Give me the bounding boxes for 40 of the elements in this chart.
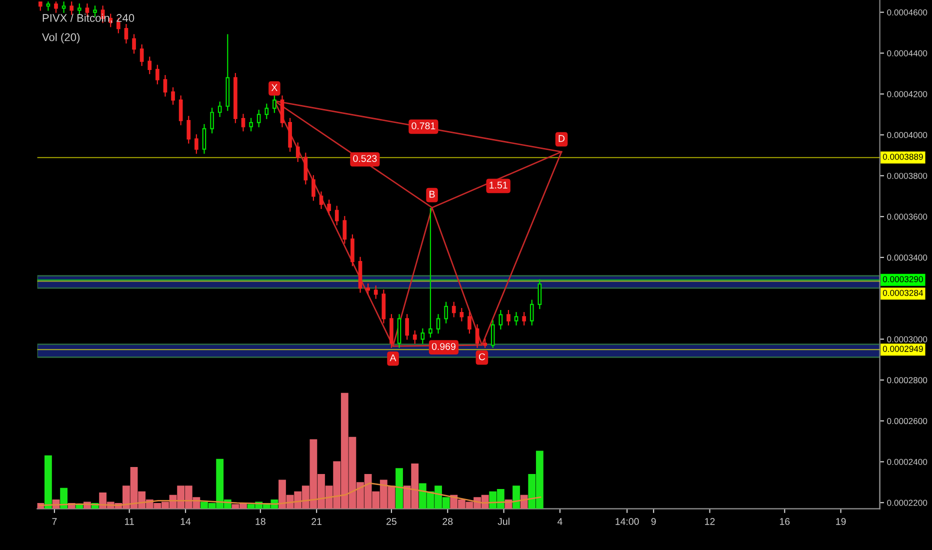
x-tick-label: Jul (498, 518, 510, 525)
annotation: D (558, 135, 565, 142)
y-tick-label: 0.0002400 (887, 458, 928, 465)
annotation: A (390, 354, 396, 362)
ref-line-label: 0.0003284 (882, 290, 924, 296)
x-tick-label: 25 (386, 518, 396, 525)
y-tick-label: 0.0003600 (887, 214, 928, 220)
x-tick-label: 9 (651, 518, 656, 525)
annotation: X (271, 84, 278, 91)
x-tick-label: 18 (256, 518, 266, 525)
annotation: 1.51 (490, 182, 508, 189)
annotation: 0.523 (353, 155, 377, 162)
x-tick-label: 14 (180, 518, 191, 525)
x-tick-label: 16 (780, 518, 790, 525)
y-tick-label: 0.0002800 (887, 377, 928, 384)
x-tick-label: 19 (836, 518, 846, 525)
x-tick-label: 7 (52, 518, 57, 525)
annotation: B (430, 190, 435, 198)
y-tick-label: 0.0002600 (887, 418, 928, 424)
y-tick-label: 0.0003000 (887, 336, 928, 342)
x-tick-label: 11 (125, 518, 134, 525)
x-tick-label: 14:00 (616, 518, 639, 525)
y-tick-label: 0.0004000 (887, 132, 928, 138)
y-tick-label: 0.0004600 (887, 9, 928, 16)
x-tick-label: 28 (442, 518, 453, 525)
y-tick-label: 0.0002200 (887, 500, 928, 506)
y-tick-label: 0.0003400 (887, 254, 928, 261)
x-tick-label: 21 (312, 518, 322, 525)
y-tick-label: 0.0003800 (887, 172, 928, 179)
ref-line-label: 0.0003889 (882, 154, 923, 160)
annotation: 0.969 (432, 343, 456, 350)
annotation: C (478, 353, 486, 360)
y-tick-label: 0.0004400 (887, 50, 928, 56)
chart-title: Vol (20) (42, 33, 80, 44)
x-tick-label: 12 (705, 518, 715, 525)
annotation: 0.781 (412, 122, 436, 130)
ref-line-label: 0.0002949 (882, 346, 923, 352)
x-tick-label: 4 (557, 518, 562, 525)
ref-line-label: 0.0003290 (882, 276, 923, 282)
y-tick-label: 0.0004200 (887, 91, 928, 98)
